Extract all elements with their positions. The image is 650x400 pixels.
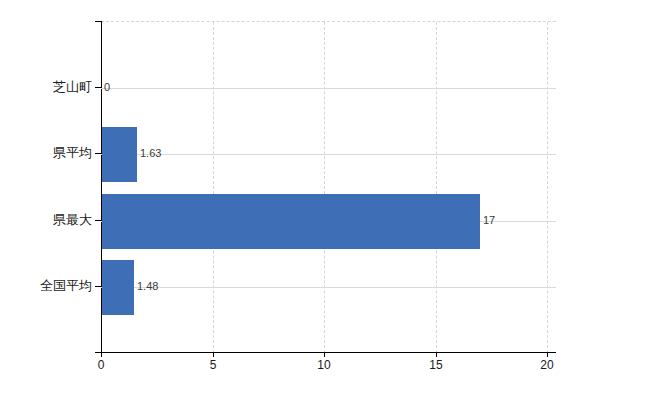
bar-3	[102, 260, 134, 315]
x-axis-tick-label: 20	[527, 358, 567, 372]
bar-value-label: 17	[483, 212, 495, 228]
bar-chart: 0 5 10 15 20 芝山町 0 県平均 1.63 県最大 17 全国平均 1.48	[0, 0, 650, 400]
bar-1	[102, 127, 137, 182]
gridline-x-10	[324, 22, 325, 353]
x-axis-tick-5	[213, 353, 214, 357]
category-row-line	[101, 88, 556, 89]
category-row-line	[101, 287, 556, 288]
gridline-x-20	[547, 22, 548, 353]
bar-value-label: 0	[104, 79, 110, 95]
x-axis-tick-20	[547, 353, 548, 357]
category-row-line	[101, 154, 556, 155]
plot-area	[101, 21, 556, 352]
x-axis-tick-label: 15	[416, 358, 456, 372]
x-axis-tick-label: 0	[81, 358, 121, 372]
category-label: 県最大	[0, 211, 92, 229]
gridline-x-15	[436, 22, 437, 353]
category-label: 県平均	[0, 144, 92, 162]
bar-value-label: 1.63	[140, 145, 161, 161]
x-axis-tick-0	[101, 353, 102, 357]
y-axis-tick-top	[95, 21, 101, 22]
x-axis-tick-label: 5	[193, 358, 233, 372]
gridline-x-5	[213, 22, 214, 353]
x-axis-tick-label: 10	[304, 358, 344, 372]
x-axis-tick-10	[324, 353, 325, 357]
x-axis-tick-15	[436, 353, 437, 357]
category-label: 芝山町	[0, 78, 92, 96]
bar-2	[102, 194, 480, 249]
category-label: 全国平均	[0, 277, 92, 295]
bar-value-label: 1.48	[137, 278, 158, 294]
x-axis-line	[95, 352, 556, 353]
